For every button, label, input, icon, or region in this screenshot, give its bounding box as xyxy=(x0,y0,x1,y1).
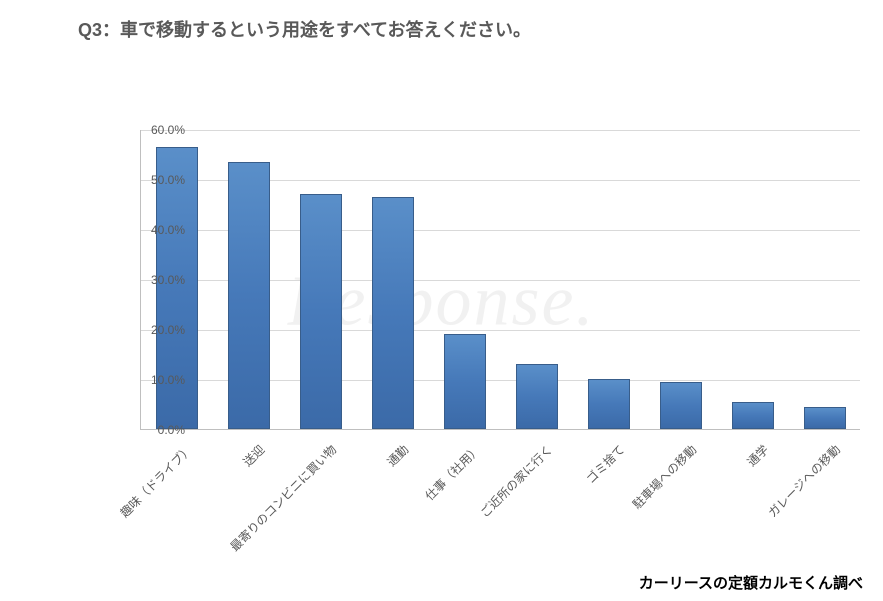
bar xyxy=(516,364,558,429)
bars-layer xyxy=(141,130,860,429)
y-tick-label: 20.0% xyxy=(125,323,185,337)
x-tick-label: 通学 xyxy=(743,441,772,470)
bar xyxy=(732,402,774,430)
bar xyxy=(300,194,342,429)
plot-region xyxy=(140,130,860,430)
footer-credit: カーリースの定額カルモくん調べ xyxy=(639,572,863,593)
chart-container: Q3：車で移動するという用途をすべてお答えください。 Response. 0.0… xyxy=(0,0,883,601)
x-tick-label: 通勤 xyxy=(383,441,412,470)
bar xyxy=(372,197,414,430)
bar xyxy=(660,382,702,430)
x-tick-label: ゴミ捨て xyxy=(582,441,628,487)
x-tick-label: 仕事（社用） xyxy=(421,441,484,504)
y-tick-label: 60.0% xyxy=(125,123,185,137)
bar xyxy=(444,334,486,429)
y-tick-label: 10.0% xyxy=(125,373,185,387)
y-tick-label: 40.0% xyxy=(125,223,185,237)
y-tick-label: 30.0% xyxy=(125,273,185,287)
x-tick-label: 趣味（ドライブ） xyxy=(116,441,196,521)
chart-area: 0.0%10.0%20.0%30.0%40.0%50.0%60.0% 趣味（ドラ… xyxy=(90,130,860,450)
bar xyxy=(228,162,270,430)
y-tick-label: 50.0% xyxy=(125,173,185,187)
x-tick-label: 送迎 xyxy=(239,441,268,470)
chart-title: Q3：車で移動するという用途をすべてお答えください。 xyxy=(78,16,531,42)
bar xyxy=(804,407,846,430)
x-tick-label: 駐車場への移動 xyxy=(629,441,700,512)
x-tick-label: ご近所の家に行く xyxy=(476,441,556,521)
x-axis-labels: 趣味（ドライブ）送迎最寄りのコンビニに買い物通勤仕事（社用）ご近所の家に行くゴミ… xyxy=(140,435,860,585)
x-tick-label: ガレージへの移動 xyxy=(764,441,844,521)
bar xyxy=(588,379,630,429)
